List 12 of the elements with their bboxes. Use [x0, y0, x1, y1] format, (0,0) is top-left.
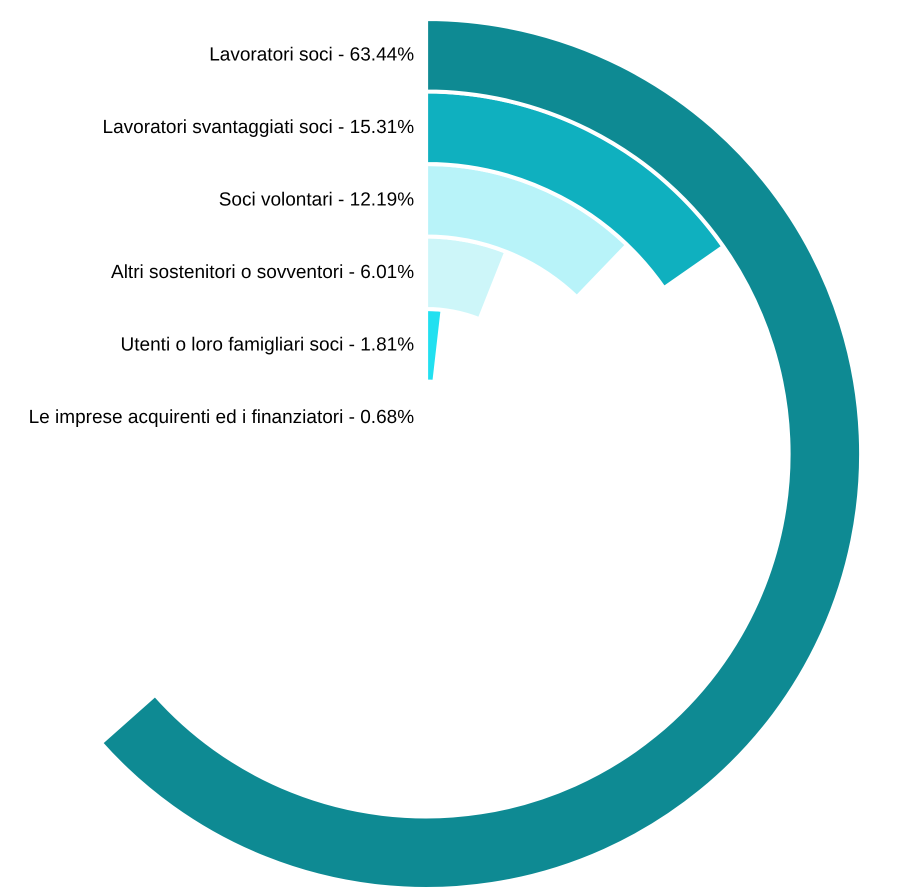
- data-label: 1.81%: [360, 334, 414, 356]
- category-label: Le imprese acquirenti ed i finanziatori -: [28, 406, 355, 428]
- category-label: Utenti o loro famigliari soci -: [120, 334, 355, 356]
- data-label: 63.44%: [350, 44, 414, 66]
- data-label: 0.68%: [360, 406, 414, 428]
- data-label: 6.01%: [360, 262, 414, 283]
- data-label: 12.19%: [350, 189, 414, 210]
- category-label: Soci volontari -: [218, 189, 344, 210]
- category-label: Lavoratori soci -: [209, 44, 344, 66]
- data-label: 15.31%: [350, 116, 414, 138]
- category-label: Altri sostenitori o sovventori -: [111, 262, 355, 283]
- category-label: Lavoratori svantaggiati soci -: [102, 116, 344, 138]
